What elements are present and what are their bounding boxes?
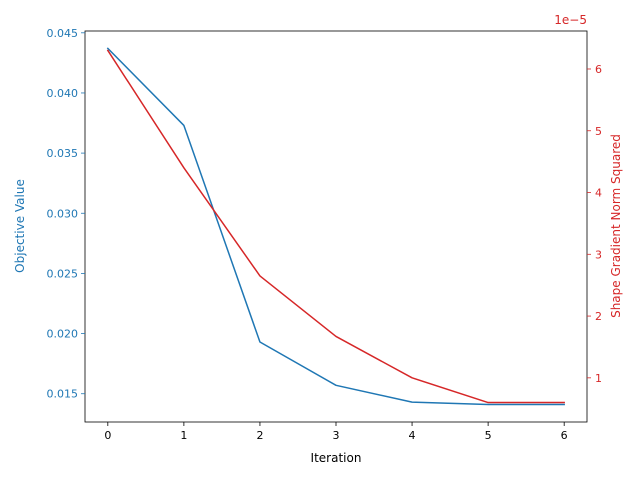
x-tick-label: 2 [256, 429, 263, 442]
x-tick-label: 6 [561, 429, 568, 442]
left-y-tick-label: 0.020 [47, 328, 79, 341]
left-y-tick-label: 0.040 [47, 87, 79, 100]
x-tick-label: 0 [104, 429, 111, 442]
right-y-tick-label: 3 [595, 248, 602, 261]
x-tick-label: 1 [180, 429, 187, 442]
x-tick-label: 4 [409, 429, 416, 442]
right-y-tick-label: 4 [595, 187, 602, 200]
x-tick-label: 5 [485, 429, 492, 442]
right-y-axis-label: Shape Gradient Norm Squared [609, 134, 623, 318]
x-tick-label: 3 [333, 429, 340, 442]
left-y-tick-label: 0.035 [47, 147, 79, 160]
right-y-axis-scale-label: 1e−5 [554, 13, 587, 27]
right-y-tick-label: 2 [595, 310, 602, 323]
plot-background [85, 31, 587, 422]
shape-gradient-norm-line [106, 49, 565, 404]
left-y-tick-label: 0.045 [47, 27, 79, 40]
right-y-tick-label: 5 [595, 125, 602, 138]
right-y-tick-label: 6 [595, 63, 602, 76]
right-y-tick-label: 1 [595, 372, 602, 385]
objective-value-line [106, 47, 565, 406]
left-y-axis-label: Objective Value [13, 179, 27, 273]
left-y-tick-label: 0.030 [47, 207, 79, 220]
left-y-tick-label: 0.015 [47, 388, 79, 401]
left-y-tick-label: 0.025 [47, 267, 79, 280]
x-axis-label: Iteration [311, 451, 362, 465]
